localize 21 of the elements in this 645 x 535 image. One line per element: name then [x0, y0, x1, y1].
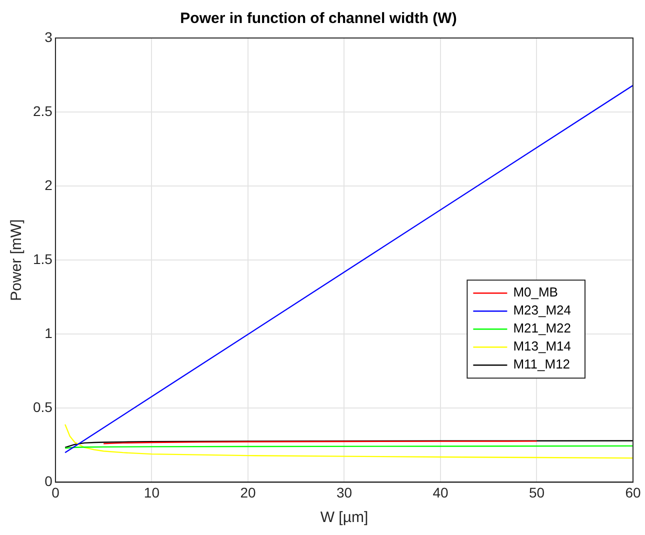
- legend-label: M21_M22: [513, 320, 572, 336]
- x-tick-label: 20: [240, 484, 256, 500]
- legend-label: M0_MB: [513, 284, 558, 300]
- y-tick-label: 0.5: [32, 399, 53, 416]
- y-tick-label: 1.5: [32, 250, 53, 267]
- x-axis-title: W [µm]: [320, 509, 368, 526]
- x-tick-label: 10: [144, 484, 160, 500]
- y-tick-label: 2.5: [32, 102, 53, 119]
- x-tick-label: 60: [625, 484, 641, 500]
- x-tick-label: 50: [528, 484, 545, 500]
- y-tick-label: 0: [44, 473, 53, 490]
- legend-label: M11_M12: [513, 356, 570, 372]
- y-axis-title: Power [mW]: [8, 219, 26, 301]
- x-tick-label: 30: [336, 484, 352, 500]
- x-tick-label: 40: [432, 484, 448, 500]
- chart-title: Power in function of channel width (W): [180, 10, 457, 28]
- y-tick-label: 3: [44, 28, 53, 45]
- y-tick-label: 2: [44, 176, 53, 193]
- legend-label: M23_M24: [513, 302, 572, 318]
- legend-label: M13_M14: [513, 338, 572, 354]
- y-tick-label: 1: [44, 324, 53, 341]
